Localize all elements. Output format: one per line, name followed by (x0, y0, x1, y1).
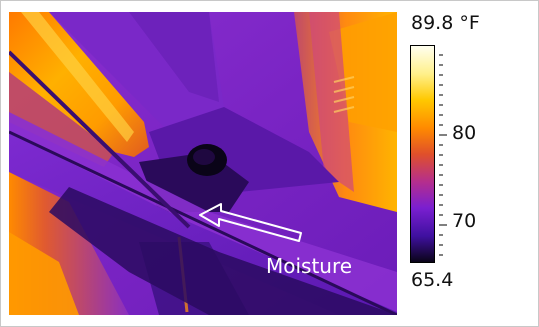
scale-tick-label-70: 70 (452, 210, 477, 232)
thermal-image (9, 12, 397, 315)
temperature-scale-bar (410, 45, 435, 263)
arrow-left-icon (199, 203, 302, 242)
scale-ticks (439, 54, 447, 256)
scale-min-label: 65.4 (411, 269, 454, 291)
scale-gradient (411, 46, 434, 262)
scale-max-label: 89.8 °F (411, 12, 480, 34)
scale-tick-label-80: 80 (452, 122, 477, 144)
moisture-label: Moisture (266, 254, 353, 278)
